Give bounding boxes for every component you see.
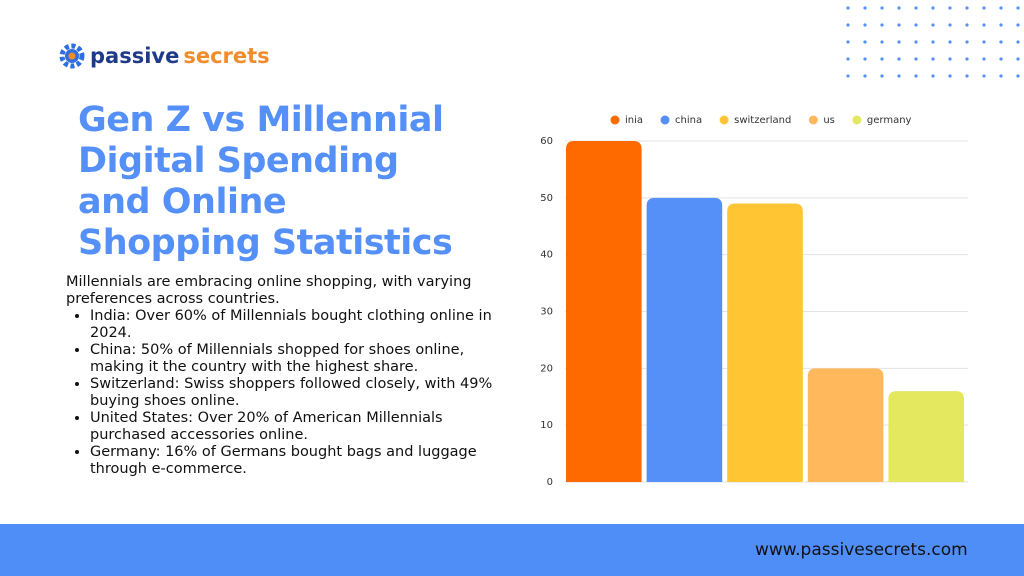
- bullet: United States: Over 20% of American Mill…: [90, 410, 507, 444]
- legend-marker: [660, 115, 670, 125]
- footer-url: www.passivesecrets.com: [755, 540, 968, 560]
- y-tick-label: 10: [540, 420, 553, 431]
- legend-label: switzerland: [734, 115, 791, 126]
- legend-label: us: [823, 115, 835, 126]
- logo-part1: passive: [90, 44, 180, 68]
- logo: passive secrets: [58, 42, 270, 70]
- intro: Millennials are embracing online shoppin…: [66, 274, 472, 307]
- legend-marker: [808, 115, 818, 125]
- bar: [566, 141, 642, 482]
- title: Gen Z vs Millennial Digital Spending and O…: [78, 100, 453, 264]
- bullet: India: Over 60% of Millennials bought cl…: [90, 308, 507, 342]
- y-tick-label: 40: [540, 250, 553, 261]
- logo-icon: [59, 43, 85, 69]
- legend-marker: [852, 115, 862, 125]
- legend-marker: [719, 115, 729, 125]
- bar: [646, 197, 723, 482]
- bar: [888, 391, 964, 482]
- legend-label: china: [675, 115, 702, 126]
- legend-label: germany: [867, 115, 912, 126]
- footer: www.passivesecrets.com: [0, 524, 1024, 576]
- title-line: Shopping Statistics: [78, 223, 453, 263]
- bullet-list: India: Over 60% of Millennials bought cl…: [62, 308, 507, 478]
- title-line: Gen Z vs Millennial: [78, 100, 444, 140]
- bullet: China: 50% of Millennials shopped for sh…: [90, 342, 507, 376]
- body-text: Millennials are embracing online shoppin…: [62, 274, 507, 478]
- bullet: Switzerland: Swiss shoppers followed clo…: [90, 376, 507, 410]
- bar: [807, 368, 884, 482]
- legend-label: inia: [625, 115, 643, 126]
- title-line: and Online: [78, 182, 287, 222]
- dot-pattern: [840, 0, 1024, 80]
- logo-part2: secrets: [183, 44, 270, 68]
- y-tick-label: 30: [540, 307, 553, 318]
- chart: 0 10 20 30 40 50 60 inia china switzerland us germa…: [540, 115, 968, 488]
- legend-marker: [610, 115, 620, 125]
- y-tick-label: 50: [540, 193, 553, 204]
- y-tick-label: 20: [540, 363, 553, 374]
- title-line: Digital Spending: [78, 141, 399, 181]
- y-tick-label: 60: [540, 136, 553, 147]
- bullet: Germany: 16% of Germans bought bags and …: [90, 444, 507, 478]
- y-tick-label: 0: [547, 477, 553, 488]
- bar: [727, 203, 803, 482]
